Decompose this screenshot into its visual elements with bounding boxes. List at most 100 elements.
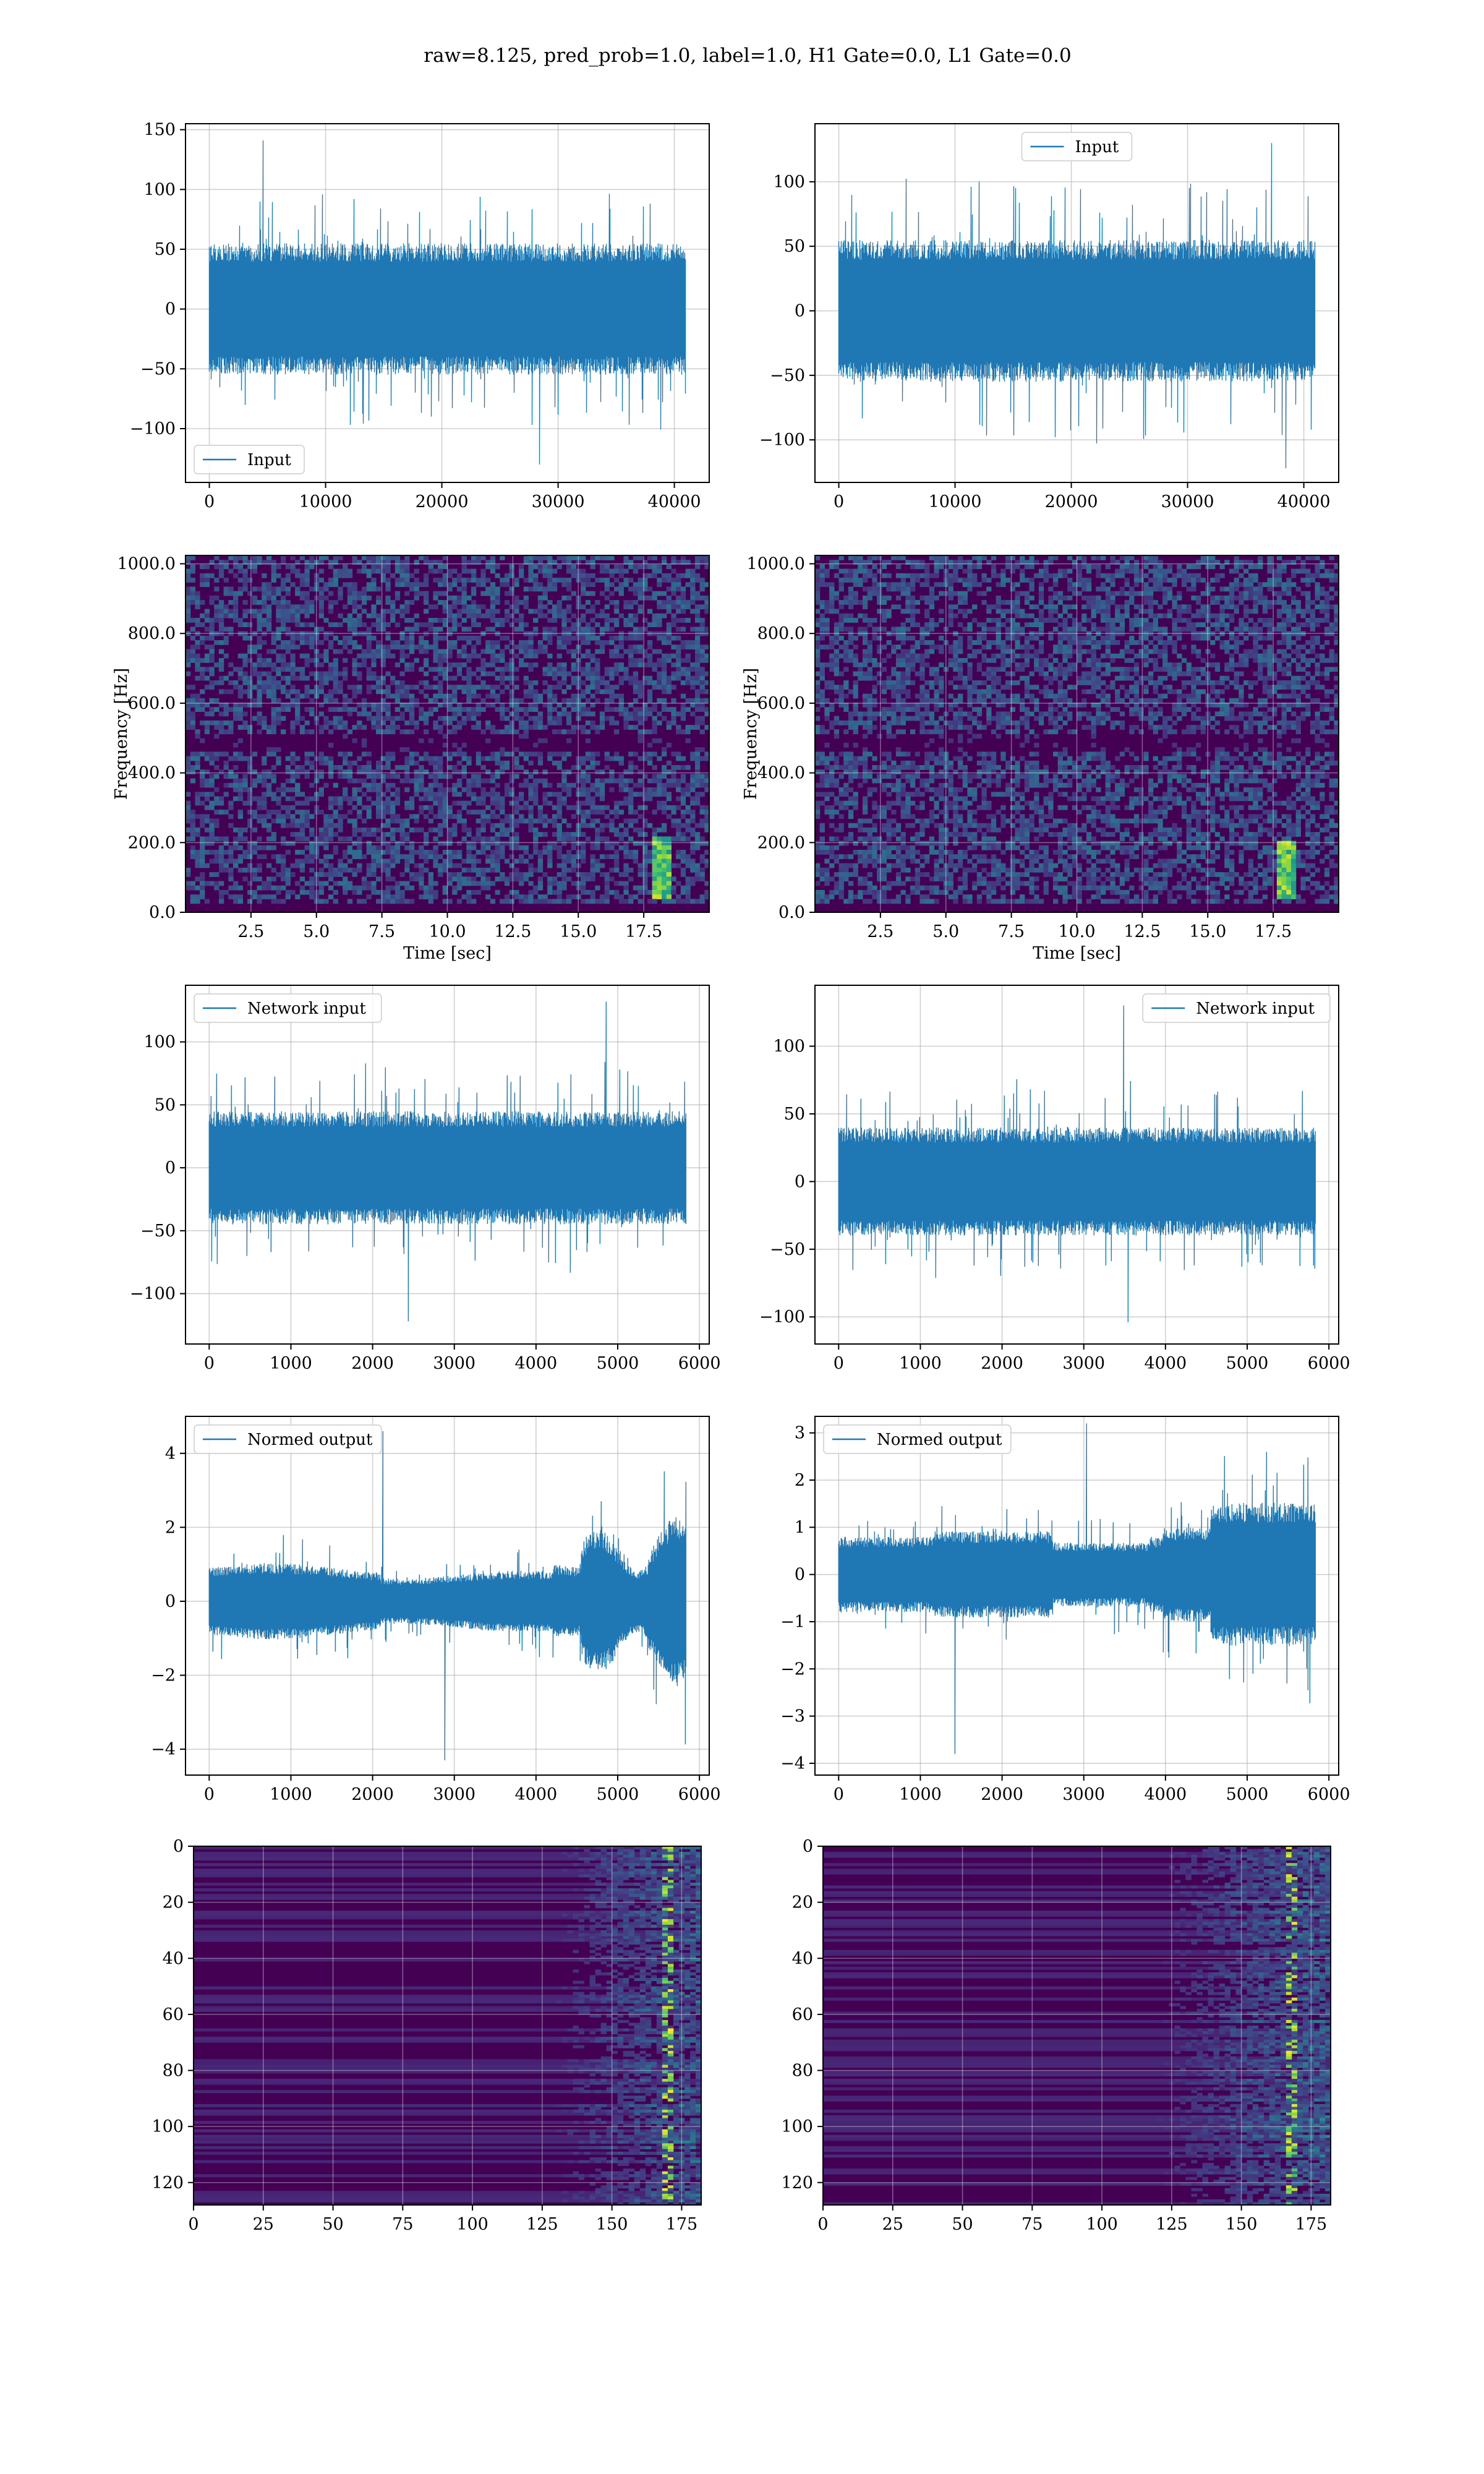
heatmap-cell (537, 613, 544, 618)
heatmap-cell (604, 703, 610, 708)
heatmap-cell (642, 889, 648, 895)
heatmap-cell (537, 885, 544, 891)
heatmap-cell (604, 622, 610, 627)
heatmap-cell (419, 863, 424, 868)
heatmap-cell (561, 782, 567, 788)
heatmap-cell (428, 698, 433, 703)
heatmap-cell (399, 564, 405, 570)
heatmap-cell (190, 885, 195, 891)
heatmap-cell (228, 774, 234, 779)
heatmap-cell (218, 564, 224, 570)
heatmap-cell (552, 671, 558, 677)
heatmap-cell (209, 778, 215, 784)
heatmap-cell (186, 591, 191, 596)
heatmap-cell (309, 640, 315, 645)
heatmap-cell (223, 774, 229, 779)
heatmap-cell (471, 841, 477, 846)
heatmap-cell (276, 604, 281, 610)
heatmap-cell (190, 716, 195, 721)
heatmap-cell (838, 568, 844, 574)
heatmap-cell (638, 693, 643, 699)
heatmap-cell (561, 707, 567, 712)
heatmap-cell (495, 805, 500, 810)
heatmap-cell (394, 818, 401, 824)
heatmap-cell (490, 867, 496, 873)
heatmap-cell (495, 595, 500, 601)
heatmap-cell (542, 872, 548, 877)
heatmap-cell (409, 693, 415, 699)
heatmap-cell (480, 836, 486, 842)
heatmap-cell (595, 841, 600, 846)
heatmap-cell (647, 657, 653, 663)
heatmap-cell (843, 800, 849, 806)
heatmap-cell (699, 555, 705, 560)
heatmap-cell (338, 689, 343, 695)
heatmap-cell (495, 618, 500, 623)
heatmap-cell (523, 595, 529, 601)
heatmap-cell (585, 872, 591, 877)
heatmap-cell (623, 568, 629, 574)
heatmap-cell (561, 595, 567, 601)
heatmap-cell (347, 899, 353, 904)
heatmap-cell (252, 662, 258, 667)
heatmap-cell (704, 858, 710, 864)
heatmap-cell (504, 573, 510, 578)
heatmap-cell (552, 582, 558, 588)
heatmap-cell (186, 595, 191, 601)
heatmap-cell (633, 586, 639, 592)
heatmap-cell (262, 595, 267, 601)
heatmap-cell (495, 769, 500, 774)
heatmap-cell (848, 725, 854, 730)
heatmap-cell (604, 564, 610, 570)
heatmap-cell (352, 796, 357, 802)
heatmap-cell (409, 796, 415, 802)
heatmap-cell (475, 703, 481, 708)
heatmap-cell (318, 689, 324, 695)
heatmap-cell (271, 640, 276, 645)
heatmap-cell (676, 649, 681, 654)
heatmap-cell (419, 680, 424, 685)
heatmap-cell (295, 858, 301, 864)
heatmap-cell (271, 595, 276, 601)
heatmap-cell (442, 667, 448, 672)
heatmap-cell (676, 582, 681, 588)
heatmap-cell (295, 769, 301, 774)
heatmap-cell (485, 854, 491, 859)
heatmap-cell (843, 836, 849, 842)
heatmap-cell (313, 778, 320, 784)
heatmap-cell (218, 649, 224, 654)
heatmap-cell (390, 609, 396, 614)
heatmap-cell (323, 782, 329, 788)
heatmap-cell (638, 555, 643, 560)
heatmap-cell (657, 675, 662, 681)
heatmap-cell (609, 818, 615, 824)
heatmap-cell (500, 769, 505, 774)
heatmap-cell (694, 627, 701, 632)
heatmap-cell (466, 560, 472, 565)
heatmap-cell (257, 836, 262, 842)
heatmap-cell (547, 635, 553, 641)
heatmap-cell (843, 667, 849, 672)
heatmap-cell (442, 751, 448, 757)
heatmap-cell (824, 729, 830, 735)
heatmap-cell (571, 635, 576, 641)
heatmap-cell (500, 850, 505, 855)
heatmap-cell (662, 805, 667, 810)
heatmap-cell (447, 765, 453, 770)
heatmap-cell (323, 832, 329, 837)
heatmap-cell (485, 609, 491, 614)
figure-title: raw=8.125, pred_prob=1.0, label=1.0, H1 … (424, 45, 1071, 67)
heatmap-cell (209, 685, 215, 690)
heatmap-cell (352, 889, 357, 895)
heatmap-cell (414, 591, 419, 596)
heatmap-cell (581, 823, 586, 828)
heatmap-cell (628, 644, 634, 650)
heatmap-cell (328, 805, 334, 810)
heatmap-cell (638, 649, 643, 654)
heatmap-cell (438, 578, 443, 583)
heatmap-cell (848, 604, 854, 610)
heatmap-cell (204, 675, 210, 681)
heatmap-cell (347, 760, 353, 766)
heatmap-cell (834, 782, 840, 788)
